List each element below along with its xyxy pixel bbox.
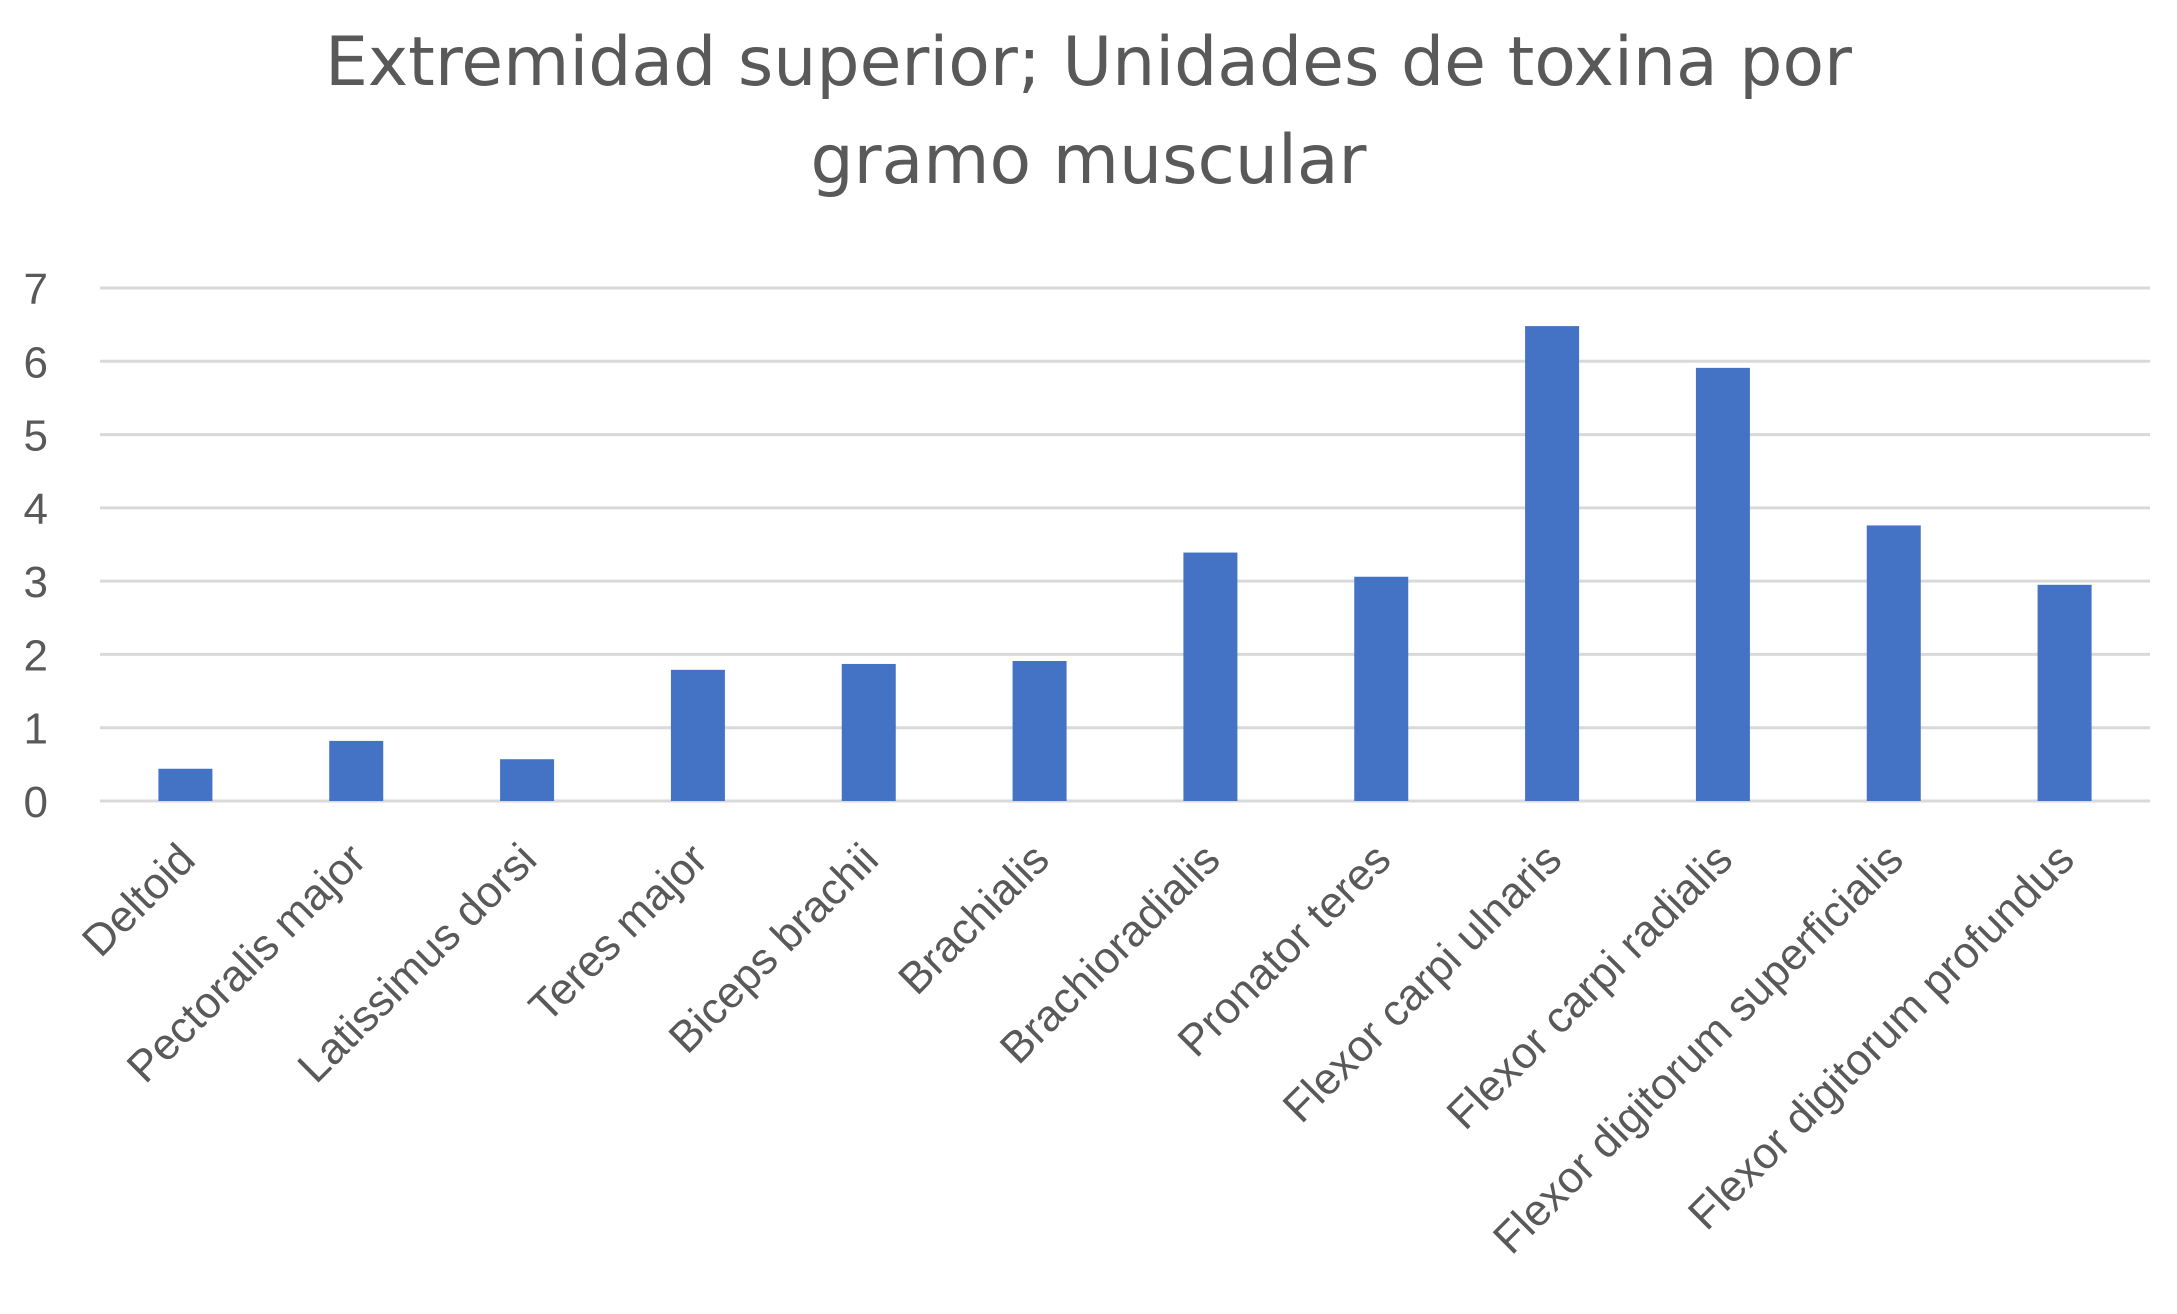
y-tick-label: 4 <box>24 485 48 534</box>
x-tick-label: Brachialis <box>889 834 1059 1004</box>
bar <box>1525 326 1580 801</box>
bar <box>670 669 725 801</box>
bar <box>2037 584 2092 801</box>
y-tick-label: 0 <box>24 778 48 827</box>
bar <box>500 759 555 801</box>
bar <box>1354 576 1409 801</box>
y-tick-label: 7 <box>24 265 48 314</box>
bar-layer <box>158 326 2092 801</box>
bar <box>1012 661 1067 801</box>
y-tick-label: 6 <box>24 338 48 387</box>
x-tick-label: Flexor carpi radialis <box>1438 834 1742 1138</box>
bar <box>1695 367 1750 801</box>
x-tick-label: Flexor carpi ulnaris <box>1274 834 1571 1131</box>
chart-title: Extremidad superior; Unidades de toxina … <box>0 14 2177 210</box>
grid-layer <box>100 286 2150 803</box>
y-tick-label: 5 <box>24 412 48 461</box>
y-tick-label: 2 <box>24 631 48 680</box>
y-tick-label: 1 <box>24 705 48 754</box>
y-axis-ticks: 0 1 2 3 4 5 6 7 <box>24 265 48 827</box>
bar <box>158 768 213 801</box>
bar <box>329 740 384 801</box>
bar <box>1183 552 1238 801</box>
chart-title-line-2: gramo muscular <box>810 121 1367 200</box>
chart-title-line-1: Extremidad superior; Unidades de toxina … <box>324 23 1853 102</box>
bar <box>841 663 896 801</box>
y-tick-label: 3 <box>24 558 48 607</box>
x-tick-label: Deltoid <box>73 834 204 965</box>
bar <box>1866 525 1921 801</box>
